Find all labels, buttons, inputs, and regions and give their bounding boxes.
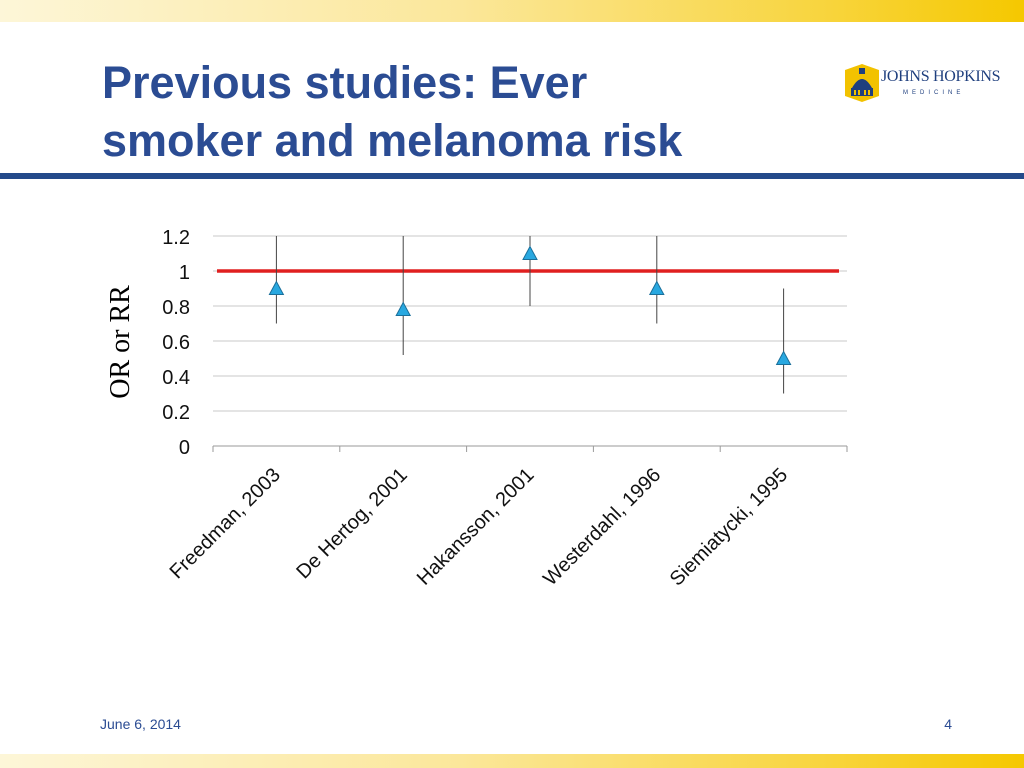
forest-plot-chart: 0 0.2 0.4 0.6 0.8 1 1.2 Freedman, 2003 De Hertog… [105, 227, 848, 590]
data-point-marker [648, 280, 665, 295]
data-point-marker [522, 245, 538, 260]
y-tick-label: 0.2 [162, 402, 190, 424]
bottom-accent-band [0, 754, 1024, 768]
x-tick-label: Hakansson, 2001 [413, 464, 539, 590]
logo-wordmark: JOHNS HOPKINS [881, 68, 1001, 85]
logo-subtitle: MEDICINE [903, 90, 965, 96]
top-accent-band [0, 0, 1024, 22]
data-point-marker [268, 280, 285, 295]
title-line-2: smoker and melanoma risk [102, 115, 683, 166]
title-line-1: Previous studies: Ever [102, 57, 588, 108]
y-tick-label: 0 [179, 437, 190, 459]
x-tick-label: Westerdahl, 1996 [539, 464, 665, 590]
y-axis-label: OR or RR [105, 285, 136, 399]
data-point-marker [775, 350, 792, 365]
y-tick-label: 1 [179, 262, 190, 284]
x-tick-label: De Hertog, 2001 [292, 464, 411, 583]
slide-title: Previous studies: Ever smoker and melano… [102, 54, 802, 170]
page-number: 4 [944, 716, 952, 732]
data-point-marker [395, 301, 412, 316]
x-tick-label: Freedman, 2003 [166, 464, 285, 583]
dome-icon [845, 64, 879, 102]
title-divider [0, 173, 1024, 179]
y-tick-label: 0.6 [162, 332, 190, 354]
x-tick-label: Siemiatycki, 1995 [666, 464, 792, 590]
johns-hopkins-logo: JOHNS HOPKINS MEDICINE [845, 64, 1005, 104]
y-tick-label: 0.4 [162, 367, 190, 389]
y-tick-label: 1.2 [162, 227, 190, 249]
y-tick-label: 0.8 [162, 297, 190, 319]
footer-date: June 6, 2014 [100, 716, 181, 732]
